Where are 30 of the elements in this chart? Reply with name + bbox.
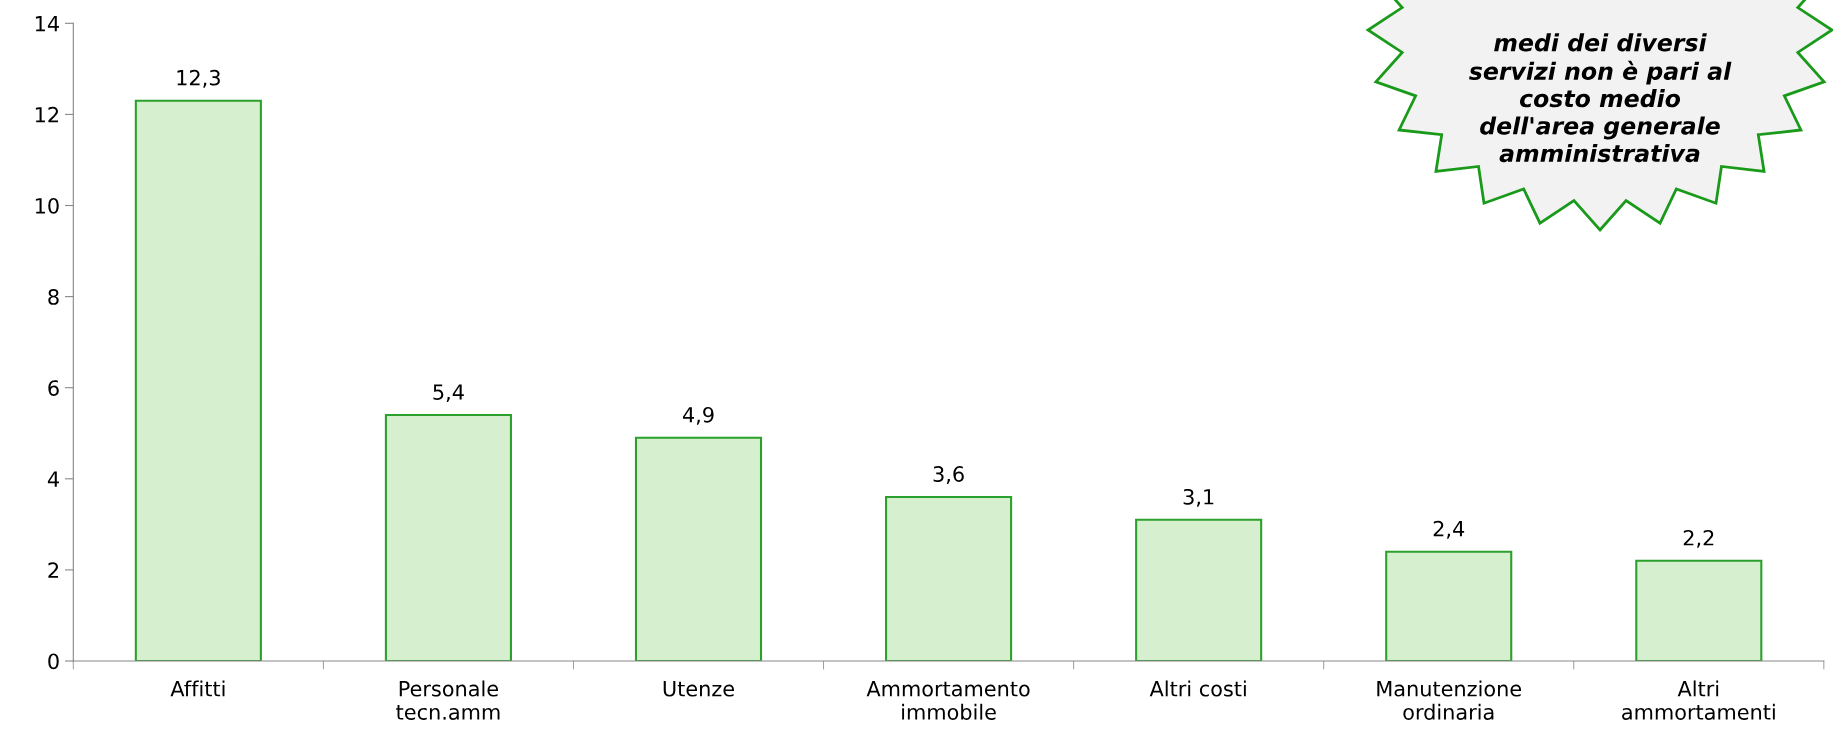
bar [885, 495, 1013, 662]
x-tick-label: Altri ammortamenti [1622, 680, 1775, 720]
y-tick-label: 4 [47, 471, 59, 487]
bar [1635, 559, 1763, 662]
x-tick-label: Personale tecn.amm [396, 680, 500, 720]
x-tick-label: Manutenzione ordinaria [1377, 680, 1522, 720]
data-label: 2,4 [1433, 520, 1465, 539]
bar [134, 99, 262, 662]
bar [1135, 518, 1263, 662]
y-tick-label: 10 [35, 197, 59, 214]
data-label: 12,3 [177, 69, 220, 88]
bar [1385, 550, 1513, 662]
y-tick-label: 2 [48, 562, 59, 578]
data-label: 3,6 [933, 466, 964, 485]
y-tick-label: 14 [35, 16, 59, 32]
data-label: 4,9 [682, 406, 714, 425]
bar [384, 414, 512, 662]
y-tick-label: 6 [48, 380, 59, 396]
y-tick-label: 0 [48, 653, 59, 670]
annotation: medi dei diversi servizi non è pari al costo medio dell'area generale amministrativa [1469, 33, 1732, 163]
data-label: 5,4 [433, 384, 464, 403]
y-tick-label: 8 [48, 289, 59, 305]
x-tick-label: Affitti [170, 680, 225, 697]
x-tick-label: Ammortamento immobile [866, 681, 1030, 720]
bar [634, 436, 763, 662]
x-tick-label: Altri costi [1149, 680, 1246, 697]
x-tick-label: Utenze [663, 681, 734, 697]
data-label: 3,1 [1183, 488, 1214, 507]
data-label: 2,2 [1683, 529, 1714, 548]
y-tick-label: 12 [35, 106, 59, 123]
